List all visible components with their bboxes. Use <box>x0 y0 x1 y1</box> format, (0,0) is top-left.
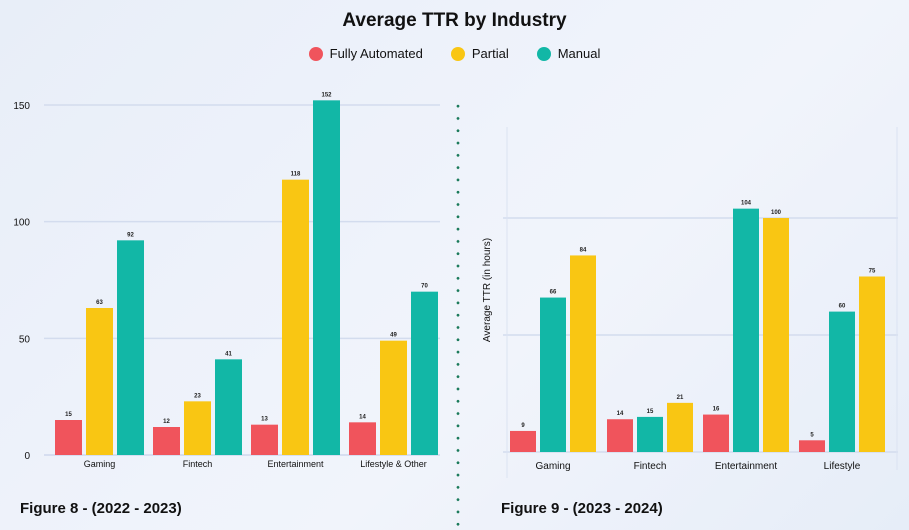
bar-manual <box>215 359 242 455</box>
legend-swatch-partial <box>450 46 465 61</box>
data-label: 23 <box>194 393 201 399</box>
data-label: 15 <box>647 409 654 415</box>
y-tick-label: 100 <box>13 218 30 229</box>
bar-fully-automated <box>799 440 825 452</box>
bar-manual <box>637 416 663 452</box>
bar-partial <box>667 402 693 452</box>
bar-manual <box>411 291 438 455</box>
dotted-divider <box>456 100 460 530</box>
legend-swatch-manual <box>536 46 551 61</box>
bar-partial <box>282 179 309 455</box>
y-tick-label: 150 <box>13 101 30 112</box>
data-label: 16 <box>713 407 720 413</box>
bar-partial <box>859 276 885 452</box>
bar-manual <box>313 100 340 455</box>
data-label: 70 <box>421 284 428 290</box>
data-label: 15 <box>65 412 72 418</box>
data-label: 14 <box>617 411 624 417</box>
bar-manual <box>117 240 144 455</box>
data-label: 21 <box>677 395 684 401</box>
data-label: 104 <box>741 201 752 207</box>
data-label: 5 <box>810 432 814 438</box>
legend-item-partial: Partial <box>450 46 509 61</box>
bar-partial <box>570 255 596 452</box>
data-label: 84 <box>580 247 587 253</box>
bar-partial <box>763 218 789 452</box>
data-label: 152 <box>321 92 332 98</box>
x-tick-label: Gaming <box>535 461 570 472</box>
data-label: 13 <box>261 417 268 423</box>
data-label: 75 <box>869 269 876 275</box>
data-label: 14 <box>359 414 366 420</box>
x-tick-label: Gaming <box>84 459 116 469</box>
bar-partial <box>184 401 211 455</box>
x-tick-label: Fintech <box>183 459 213 469</box>
bar-fully-automated <box>55 420 82 455</box>
data-label: 12 <box>163 419 170 425</box>
data-label: 66 <box>550 290 557 296</box>
bar-manual <box>829 311 855 452</box>
x-tick-label: Entertainment <box>715 461 777 472</box>
chart-main-title: Average TTR by Industry <box>342 10 567 31</box>
data-label: 92 <box>127 232 134 238</box>
data-label: 118 <box>291 172 301 178</box>
x-tick-label: Fintech <box>634 461 667 472</box>
legend-swatch-fully-automated <box>308 46 323 61</box>
data-label: 60 <box>839 304 846 310</box>
bar-manual <box>733 208 759 452</box>
y-tick-label: 0 <box>24 451 30 462</box>
legend-label: Fully Automated <box>329 46 423 61</box>
bar-fully-automated <box>607 419 633 452</box>
bar-fully-automated <box>251 424 278 455</box>
legend-item-fully-automated: Fully Automated <box>308 46 423 61</box>
data-label: 9 <box>521 423 525 429</box>
figure-9-caption: Figure 9 - (2023 - 2024) <box>501 500 663 517</box>
bar-fully-automated <box>703 414 729 452</box>
y-tick-label: 50 <box>19 334 31 345</box>
x-tick-label: Lifestyle & Other <box>360 459 427 469</box>
bar-fully-automated <box>349 422 376 455</box>
legend-label: Partial <box>471 46 509 61</box>
bar-fully-automated <box>510 430 536 452</box>
bar-partial <box>86 308 113 455</box>
bar-fully-automated <box>153 427 180 455</box>
x-tick-label: Lifestyle <box>824 461 861 472</box>
figure-8-caption: Figure 8 - (2022 - 2023) <box>20 500 182 517</box>
bar-partial <box>380 340 407 455</box>
legend-label: Manual <box>557 46 601 61</box>
data-label: 100 <box>771 210 782 216</box>
data-label: 49 <box>390 333 397 339</box>
legend: Fully Automated Partial Manual <box>0 46 909 61</box>
bar-manual <box>540 297 566 452</box>
legend-item-manual: Manual <box>536 46 601 61</box>
y-axis-title: Average TTR (in hours) <box>482 238 493 342</box>
data-label: 41 <box>225 351 232 357</box>
data-label: 63 <box>96 300 103 306</box>
x-tick-label: Entertainment <box>267 459 324 469</box>
